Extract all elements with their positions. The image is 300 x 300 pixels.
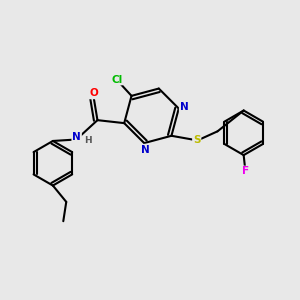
Text: N: N [72, 132, 81, 142]
Text: S: S [193, 135, 200, 145]
Text: Cl: Cl [111, 74, 122, 85]
Text: N: N [180, 102, 188, 112]
Text: N: N [141, 145, 150, 154]
Text: H: H [84, 136, 92, 145]
Text: O: O [89, 88, 98, 98]
Text: F: F [242, 167, 249, 176]
